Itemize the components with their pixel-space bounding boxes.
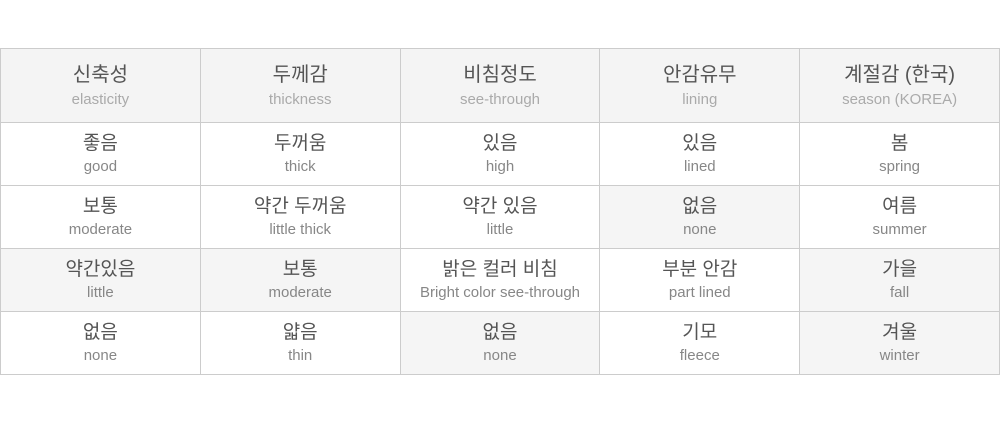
cell-korean-value: 좋음 [82, 132, 118, 154]
cell-korean-value: 겨울 [882, 321, 918, 343]
cell-english-value: little [486, 221, 514, 239]
table-cell-highlighted: 없음 none [599, 185, 801, 249]
cell-korean-value: 가을 [882, 258, 918, 280]
table-cell-highlighted: 보통 moderate [199, 248, 401, 312]
cell-korean-value: 보통 [82, 195, 118, 217]
cell-korean-value: 없음 [482, 321, 518, 343]
cell-korean-value: 밝은 컬러 비침 [442, 258, 558, 280]
table-cell: 없음 none [0, 311, 201, 375]
table-row: 보통 moderate 약간 두꺼움 little thick 약간 있음 little 없… [0, 185, 1000, 249]
cell-english-value: part lined [668, 284, 731, 302]
cell-korean-value: 여름 [882, 195, 918, 217]
header-cell: 안감유무 lining [599, 48, 801, 123]
cell-korean-value: 기모 [682, 321, 718, 343]
header-cell: 두께감 thickness [199, 48, 401, 123]
header-korean-label: 계절감 (한국) [844, 63, 956, 86]
table-cell: 봄 spring [799, 122, 1000, 186]
header-english-label: elasticity [71, 90, 130, 108]
cell-korean-value: 봄 [890, 132, 909, 154]
header-korean-label: 안감유무 [662, 63, 737, 86]
cell-korean-value: 얇음 [282, 321, 318, 343]
table-cell: 약간 있음 little [399, 185, 601, 249]
table-row: 약간있음 little 보통 moderate 밝은 컬러 비침 Bright color… [0, 248, 1000, 312]
cell-english-value: none [83, 347, 118, 365]
cell-english-value: spring [879, 158, 921, 176]
cell-english-value: none [683, 221, 717, 239]
header-korean-label: 신축성 [72, 63, 128, 86]
cell-korean-value: 있음 [482, 132, 518, 154]
cell-korean-value: 있음 [682, 132, 718, 154]
product-info-table: 신축성 elasticity 두께감 thickness 비침정도 see-through… [0, 48, 1000, 375]
cell-korean-value: 보통 [282, 258, 318, 280]
cell-english-value: little thick [269, 221, 332, 239]
table-cell-highlighted: 없음 none [399, 311, 601, 375]
cell-korean-value: 두꺼움 [273, 132, 327, 154]
table-row: 좋음 good 두꺼움 thick 있음 high 있음 lined 봄 spring [0, 122, 1000, 186]
header-cell: 계절감 (한국) season (KOREA) [799, 48, 1000, 123]
table-cell: 기모 fleece [599, 311, 801, 375]
table-cell: 여름 summer [799, 185, 1000, 249]
table-cell-highlighted: 겨울 winter [799, 311, 1000, 375]
cell-english-value: moderate [268, 284, 332, 302]
cell-english-value: none [483, 347, 517, 365]
table-cell-highlighted: 약간있음 little [0, 248, 201, 312]
header-row: 신축성 elasticity 두께감 thickness 비침정도 see-through… [0, 48, 1000, 123]
cell-korean-value: 약간 있음 [462, 195, 538, 217]
cell-korean-value: 없음 [82, 321, 118, 343]
table-cell: 두꺼움 thick [199, 122, 401, 186]
cell-english-value: high [485, 158, 515, 176]
cell-korean-value: 약간있음 [65, 258, 136, 280]
table-cell: 있음 lined [599, 122, 801, 186]
table-cell: 얇음 thin [199, 311, 401, 375]
cell-english-value: thin [288, 347, 313, 365]
cell-english-value: summer [872, 221, 927, 239]
table-row: 없음 none 얇음 thin 없음 none 기모 fleece 겨울 winter [0, 311, 1000, 375]
cell-english-value: lined [683, 158, 716, 176]
header-korean-label: 비침정도 [463, 63, 537, 86]
table-cell-highlighted: 가을 fall [799, 248, 1000, 312]
table-cell: 부분 안감 part lined [599, 248, 801, 312]
cell-english-value: winter [879, 347, 920, 365]
table-cell: 보통 moderate [0, 185, 201, 249]
cell-english-value: Bright color see-through [419, 284, 581, 302]
header-english-label: see-through [459, 90, 541, 108]
header-cell: 신축성 elasticity [0, 48, 201, 123]
cell-korean-value: 부분 안감 [662, 258, 738, 280]
cell-english-value: thick [284, 158, 316, 176]
table-cell: 약간 두꺼움 little thick [199, 185, 401, 249]
cell-english-value: moderate [68, 221, 133, 239]
header-cell: 비침정도 see-through [399, 48, 601, 123]
cell-english-value: good [83, 158, 118, 176]
cell-english-value: fall [890, 284, 910, 302]
cell-korean-value: 약간 두꺼움 [253, 195, 347, 217]
header-english-label: season (KOREA) [842, 90, 958, 108]
table-cell: 밝은 컬러 비침 Bright color see-through [399, 248, 601, 312]
table-cell: 있음 high [399, 122, 601, 186]
cell-english-value: little [87, 284, 114, 302]
cell-korean-value: 없음 [682, 195, 718, 217]
table-cell: 좋음 good [0, 122, 201, 186]
cell-english-value: fleece [679, 347, 720, 365]
header-korean-label: 두께감 [272, 63, 328, 86]
header-english-label: lining [682, 90, 718, 108]
header-english-label: thickness [268, 90, 332, 108]
